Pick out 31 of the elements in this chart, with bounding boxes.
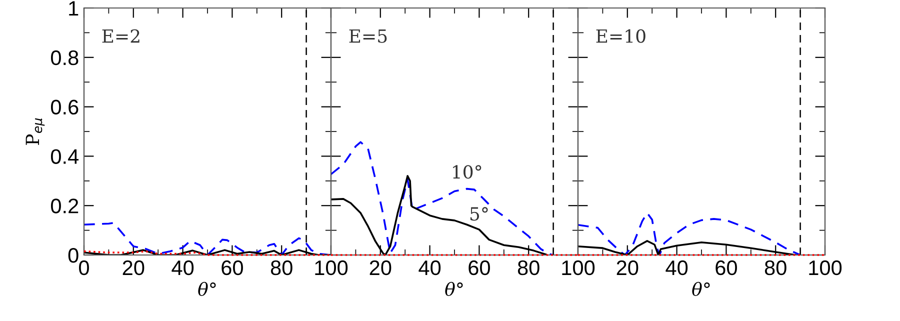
y-tick-label: 0.6 xyxy=(50,100,78,115)
annotation: E=2 xyxy=(102,29,140,43)
x-tick-label: 80 xyxy=(518,260,540,276)
x-tick-label: 80 xyxy=(270,260,292,276)
x-tick-label: 40 xyxy=(172,260,194,276)
x-tick-label: 100 xyxy=(562,260,595,276)
x-tick-label: 40 xyxy=(666,260,688,276)
x-tick-label: 80 xyxy=(764,260,786,276)
annotation: E=10 xyxy=(596,29,646,43)
x-tick-label: 20 xyxy=(616,260,638,276)
x-tick-label: 20 xyxy=(122,260,144,276)
x-tick-label: 0 xyxy=(79,260,89,276)
annotation: 10° xyxy=(453,165,482,179)
x-tick-label: 60 xyxy=(716,260,737,276)
x-axis-title: θ° xyxy=(198,282,216,296)
y-axis-title: P$_{eμ}$ xyxy=(26,118,45,145)
x-tick-label: 100 xyxy=(315,260,348,276)
annotation: E=5 xyxy=(349,29,387,43)
x-tick-label: 100 xyxy=(809,260,842,276)
y-tick-label: 0.4 xyxy=(50,149,79,164)
x-tick-label: 60 xyxy=(468,260,490,276)
annotation: 5° xyxy=(470,207,488,221)
y-tick-label: 0 xyxy=(68,248,78,263)
x-tick-label: 40 xyxy=(418,260,441,276)
x-axis-title: θ° xyxy=(445,282,463,296)
y-tick-label: 0.2 xyxy=(50,198,78,214)
x-tick-label: 20 xyxy=(370,260,392,276)
y-tick-label: 1 xyxy=(69,1,78,16)
y-tick-label: 0.8 xyxy=(50,50,78,66)
x-axis-title: θ° xyxy=(692,282,710,296)
x-tick-label: 60 xyxy=(222,260,243,276)
